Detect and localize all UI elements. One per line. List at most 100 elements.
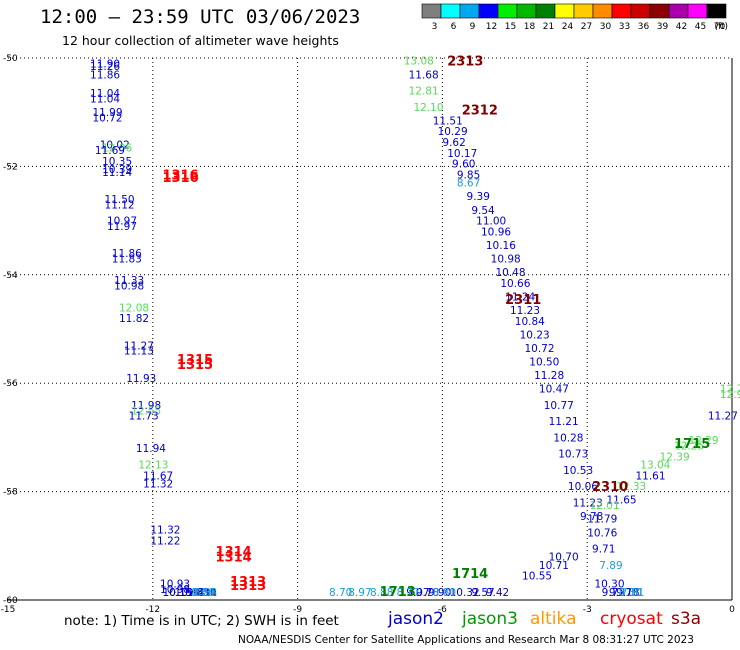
pass-time-label: 1315 xyxy=(177,358,213,373)
pass-time-label: 1713 xyxy=(380,585,416,600)
satellite-label-s3a: s3a xyxy=(671,609,702,629)
y-tick-label: -54 xyxy=(3,271,18,281)
swh-value: 10.29 xyxy=(438,126,468,138)
pass-time-label: 1313 xyxy=(230,579,266,594)
swh-value: 10.72 xyxy=(92,113,122,125)
legend-swatch xyxy=(554,3,575,19)
swh-value: 12.33 xyxy=(616,481,646,493)
swh-value: 7.89 xyxy=(599,560,622,572)
swh-value: 10.23 xyxy=(520,329,550,341)
swh-value: 10.16 xyxy=(486,240,516,252)
swh-value: 11.00 xyxy=(476,216,506,228)
y-tick-label: -58 xyxy=(3,488,18,498)
swh-value: 11.27 xyxy=(124,340,154,352)
pass-time-label: 1314 xyxy=(216,545,252,560)
x-tick-label: -3 xyxy=(583,605,592,615)
swh-value: 13.08 xyxy=(404,56,434,68)
legend-swatch xyxy=(687,3,708,19)
pass-time-label: 2310 xyxy=(592,480,628,495)
swh-value: 11.86 xyxy=(112,248,142,260)
swh-value: 10.53 xyxy=(563,465,593,477)
swh-value: 12.29 xyxy=(689,435,719,447)
footer-note: note: 1) Time is in UTC; 2) SWH is in fe… xyxy=(64,613,339,629)
swh-value: 12.01 xyxy=(590,500,620,512)
swh-value: 10.02 xyxy=(100,140,130,152)
legend-label: 12 xyxy=(486,22,497,32)
swh-value: 10.98 xyxy=(160,584,190,596)
swh-value: 11.27 xyxy=(708,411,738,423)
legend-swatch xyxy=(535,3,556,19)
swh-value: 8.88 xyxy=(370,587,393,599)
swh-value: 9.78 xyxy=(580,511,603,523)
swh-value: 10.96 xyxy=(481,226,511,238)
swh-value: 9.07 xyxy=(406,587,429,599)
swh-value: 11.82 xyxy=(119,313,149,325)
swh-value: 11.99 xyxy=(92,107,122,119)
swh-value: 12.81 xyxy=(409,86,439,98)
swh-value: 11.69 xyxy=(95,145,125,157)
swh-value: 9.90 xyxy=(428,587,451,599)
swh-value: 11.24 xyxy=(505,291,535,303)
swh-value: 13.04 xyxy=(640,460,670,472)
swh-value: 10.39 xyxy=(102,164,132,176)
swh-value: 11.79 xyxy=(587,514,617,526)
swh-value: 12.10 xyxy=(413,102,443,114)
swh-value: 10.84 xyxy=(515,316,545,328)
swh-value: 8.77 xyxy=(397,587,420,599)
swh-value: 9.60 xyxy=(452,159,475,171)
legend-swatch xyxy=(478,3,499,19)
legend-swatch xyxy=(497,3,518,19)
chart-title: 12:00 – 23:59 UTC 03/06/2023 xyxy=(40,6,361,28)
satellite-label-cryosat: cryosat xyxy=(600,609,663,629)
swh-value: 7.81 xyxy=(621,587,644,599)
swh-value: 10.72 xyxy=(524,343,554,355)
swh-value: 9.54 xyxy=(471,205,495,217)
swh-value: 8.70 xyxy=(329,587,352,599)
swh-value: 10.76 xyxy=(587,527,617,539)
swh-value: 11.22 xyxy=(150,535,180,547)
swh-value: 10.55 xyxy=(522,571,552,583)
swh-value: 10.48 xyxy=(495,267,525,279)
swh-value: 11.33 xyxy=(114,275,144,287)
swh-value: 11.32 xyxy=(150,525,180,537)
swh-value: 9.73 xyxy=(602,587,625,599)
legend-label: 9 xyxy=(470,22,476,32)
swh-value: 10.50 xyxy=(529,357,559,369)
legend-swatch xyxy=(649,3,670,19)
swh-value: 11.12 xyxy=(105,199,135,211)
legend-label: 36 xyxy=(638,22,650,32)
swh-value: 10.47 xyxy=(539,384,569,396)
pass-time-label: 1714 xyxy=(452,567,488,582)
swh-value: 10.28 xyxy=(553,432,583,444)
swh-value: 8.70 xyxy=(191,587,214,599)
legend-swatch xyxy=(611,3,632,19)
y-tick-label: -52 xyxy=(3,162,18,172)
pass-time-labels: 2313231223112310131613161315131513141314… xyxy=(162,55,710,600)
swh-value: 11.26 xyxy=(90,61,120,73)
legend-label: 42 xyxy=(676,22,687,32)
swh-value: 10.02 xyxy=(175,587,205,599)
x-tick-label: -12 xyxy=(145,605,160,615)
swh-value: 12.55 xyxy=(131,405,161,417)
x-tick-label: -6 xyxy=(438,605,447,615)
swh-value: 8.33 xyxy=(194,587,217,599)
swh-value: 11.28 xyxy=(534,370,564,382)
pass-time-label: 1314 xyxy=(216,551,252,566)
swh-value: 10.17 xyxy=(447,148,477,160)
wave-height-points: 11.9011.2611.8611.0411.0411.9910.7210.02… xyxy=(90,56,740,599)
legend-swatch xyxy=(592,3,613,19)
swh-value: 8.97 xyxy=(348,587,371,599)
swh-value: 9.85 xyxy=(187,587,210,599)
swh-value: 11.73 xyxy=(129,411,159,423)
swh-value: 8.80 xyxy=(433,587,456,599)
swh-value: 10.04 xyxy=(175,587,205,599)
legend-swatch xyxy=(668,3,689,19)
satellite-label-jason3: jason3 xyxy=(462,609,518,629)
legend-label: 27 xyxy=(581,22,592,32)
swh-value: 11.51 xyxy=(433,115,463,127)
legend-label: 15 xyxy=(505,22,516,32)
legend-swatch xyxy=(630,3,651,19)
y-tick-label: -56 xyxy=(3,379,18,389)
legend-swatch xyxy=(421,3,442,19)
y-tick-label: -60 xyxy=(3,596,18,606)
